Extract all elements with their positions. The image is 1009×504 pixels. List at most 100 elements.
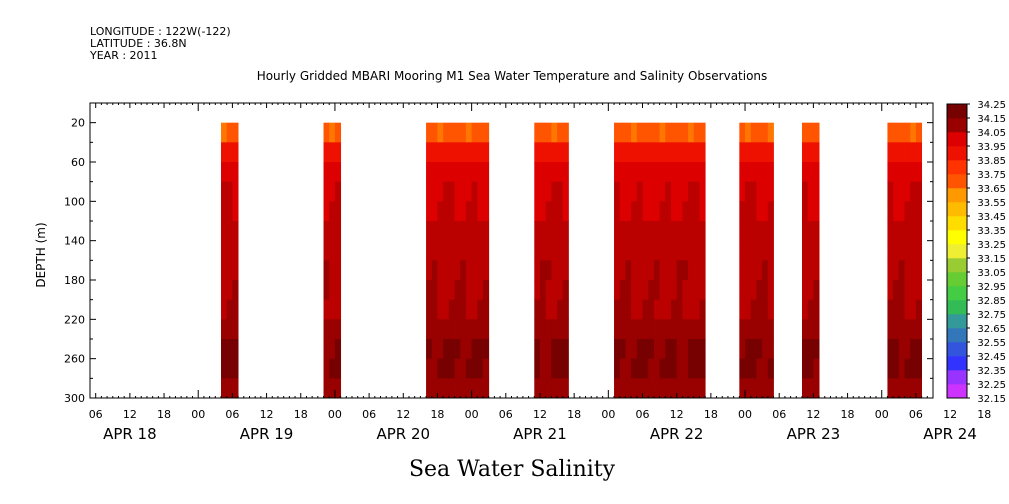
salinity-cell	[483, 181, 490, 202]
salinity-cell	[477, 319, 484, 340]
salinity-cell	[562, 358, 569, 379]
colorbar-label: 33.75	[977, 170, 1006, 181]
salinity-cell	[659, 339, 666, 360]
salinity-cell	[539, 122, 547, 143]
colorbar-swatch	[947, 258, 967, 273]
salinity-cell	[750, 260, 757, 281]
salinity-cell	[323, 319, 330, 340]
salinity-cell	[693, 260, 700, 281]
salinity-cell	[648, 280, 655, 301]
salinity-cell	[483, 319, 490, 340]
salinity-cell	[329, 378, 336, 399]
salinity-cell	[682, 378, 689, 399]
salinity-cell	[323, 201, 330, 222]
salinity-cell	[904, 221, 911, 242]
salinity-cell	[477, 240, 484, 261]
salinity-cell	[659, 378, 666, 399]
salinity-cell	[762, 162, 769, 183]
salinity-cell	[534, 142, 541, 163]
salinity-cell	[887, 260, 894, 281]
salinity-cell	[653, 201, 660, 222]
salinity-cell	[756, 181, 763, 202]
salinity-cell	[739, 240, 746, 261]
y-tick-label: 140	[64, 235, 85, 248]
salinity-cell	[887, 240, 894, 261]
salinity-cell	[682, 122, 689, 143]
salinity-cell	[636, 240, 643, 261]
salinity-cell	[221, 162, 228, 183]
salinity-cell	[762, 339, 769, 360]
salinity-cell	[465, 201, 473, 222]
salinity-cell	[688, 280, 695, 301]
salinity-cell	[636, 280, 643, 301]
salinity-cell	[676, 221, 683, 242]
salinity-cell	[745, 181, 752, 202]
salinity-cell	[688, 240, 695, 261]
x-tick-label: 18	[157, 408, 171, 421]
salinity-cell	[898, 378, 905, 399]
salinity-cell	[887, 122, 894, 143]
longitude-label: LONGITUDE : 122W(-122)	[90, 25, 231, 38]
salinity-cell	[756, 339, 763, 360]
colorbar-swatch	[947, 118, 967, 133]
salinity-cell	[750, 122, 757, 143]
salinity-cell	[539, 181, 547, 202]
salinity-cell	[653, 181, 660, 202]
salinity-cell	[659, 358, 666, 379]
salinity-cell	[807, 201, 814, 222]
salinity-cell	[699, 142, 706, 163]
salinity-cell	[448, 339, 455, 360]
salinity-cell	[636, 378, 643, 399]
salinity-cell	[801, 339, 809, 360]
salinity-cell	[756, 319, 763, 340]
salinity-cell	[693, 280, 700, 301]
salinity-cell	[648, 260, 655, 281]
salinity-cell	[625, 378, 632, 399]
salinity-cell	[887, 378, 894, 399]
salinity-cell	[557, 319, 564, 340]
colorbar-frame	[946, 103, 968, 399]
salinity-cell	[232, 358, 239, 379]
salinity-cell	[226, 378, 233, 399]
salinity-cell	[699, 240, 706, 261]
salinity-cell	[534, 122, 541, 143]
salinity-cell	[221, 142, 228, 163]
salinity-cell	[625, 122, 632, 143]
salinity-cell	[648, 378, 655, 399]
salinity-cell	[893, 162, 900, 183]
salinity-cell	[756, 260, 763, 281]
salinity-cell	[619, 378, 626, 399]
salinity-cell	[688, 299, 695, 320]
salinity-cell	[745, 240, 752, 261]
salinity-cell	[693, 319, 700, 340]
salinity-cell	[471, 162, 478, 183]
salinity-cell	[898, 122, 905, 143]
chart-title: Hourly Gridded MBARI Mooring M1 Sea Wate…	[257, 69, 768, 83]
colorbar-label: 33.55	[977, 198, 1006, 209]
salinity-cell	[915, 181, 923, 202]
salinity-cell	[426, 378, 433, 399]
salinity-cell	[539, 162, 547, 183]
salinity-cell	[898, 201, 905, 222]
salinity-cell	[915, 240, 923, 261]
salinity-cell	[460, 299, 467, 320]
salinity-cell	[437, 221, 444, 242]
salinity-cell	[745, 221, 752, 242]
salinity-cell	[631, 221, 638, 242]
salinity-cell	[665, 142, 672, 163]
colorbar-label: 34.05	[977, 128, 1006, 139]
salinity-cell	[807, 358, 814, 379]
salinity-cell	[431, 122, 438, 143]
salinity-cell	[226, 181, 233, 202]
salinity-cell	[614, 162, 621, 183]
x-tick-label: 12	[806, 408, 820, 421]
salinity-cell	[756, 201, 763, 222]
x-month-label: APR 19	[240, 425, 294, 443]
salinity-cell	[562, 240, 569, 261]
salinity-cell	[904, 260, 911, 281]
salinity-cell	[801, 240, 809, 261]
salinity-cell	[659, 280, 666, 301]
salinity-cell	[807, 319, 814, 340]
salinity-cell	[807, 142, 814, 163]
salinity-cell	[562, 181, 569, 202]
